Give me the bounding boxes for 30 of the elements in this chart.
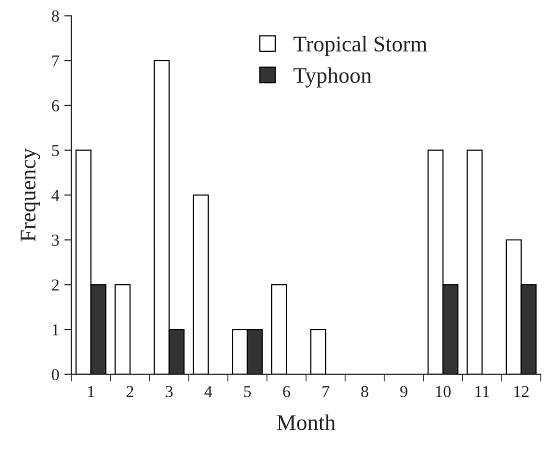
y-tick-label: 5 — [52, 145, 59, 156]
x-tick-label: 3 — [166, 386, 173, 398]
x-tick-label: 4 — [204, 386, 212, 398]
y-tick-label: 8 — [52, 10, 59, 22]
bar — [466, 150, 483, 374]
x-tick-label: 8 — [361, 386, 368, 398]
legend-label: Typhoon — [294, 67, 372, 88]
legend-label: Tropical Storm — [294, 36, 428, 56]
bar — [192, 194, 209, 374]
y-tick-label: 0 — [52, 369, 59, 380]
y-axis-title: Frequency — [20, 148, 40, 242]
x-tick-label: 11 — [476, 386, 490, 398]
x-tick-label: 1 — [88, 386, 94, 398]
x-tick-label: 7 — [322, 386, 330, 398]
x-tick-label: 2 — [126, 386, 134, 398]
x-axis-title: Month — [277, 414, 336, 430]
y-tick-label: 1 — [52, 324, 59, 336]
x-tick-label: 9 — [400, 386, 408, 398]
bar — [310, 328, 326, 374]
x-tick-label: 10 — [436, 386, 451, 398]
y-tick-label: 6 — [52, 100, 60, 112]
bar — [271, 284, 288, 374]
y-tick-label: 3 — [52, 234, 59, 246]
x-tick-label: 5 — [244, 386, 251, 398]
y-tick-label: 4 — [52, 190, 60, 201]
bar — [114, 284, 131, 374]
y-tick-label: 2 — [52, 279, 59, 290]
x-tick-label: 12 — [514, 386, 529, 398]
x-tick-label: 6 — [283, 386, 290, 398]
y-tick-label: 7 — [52, 55, 60, 66]
